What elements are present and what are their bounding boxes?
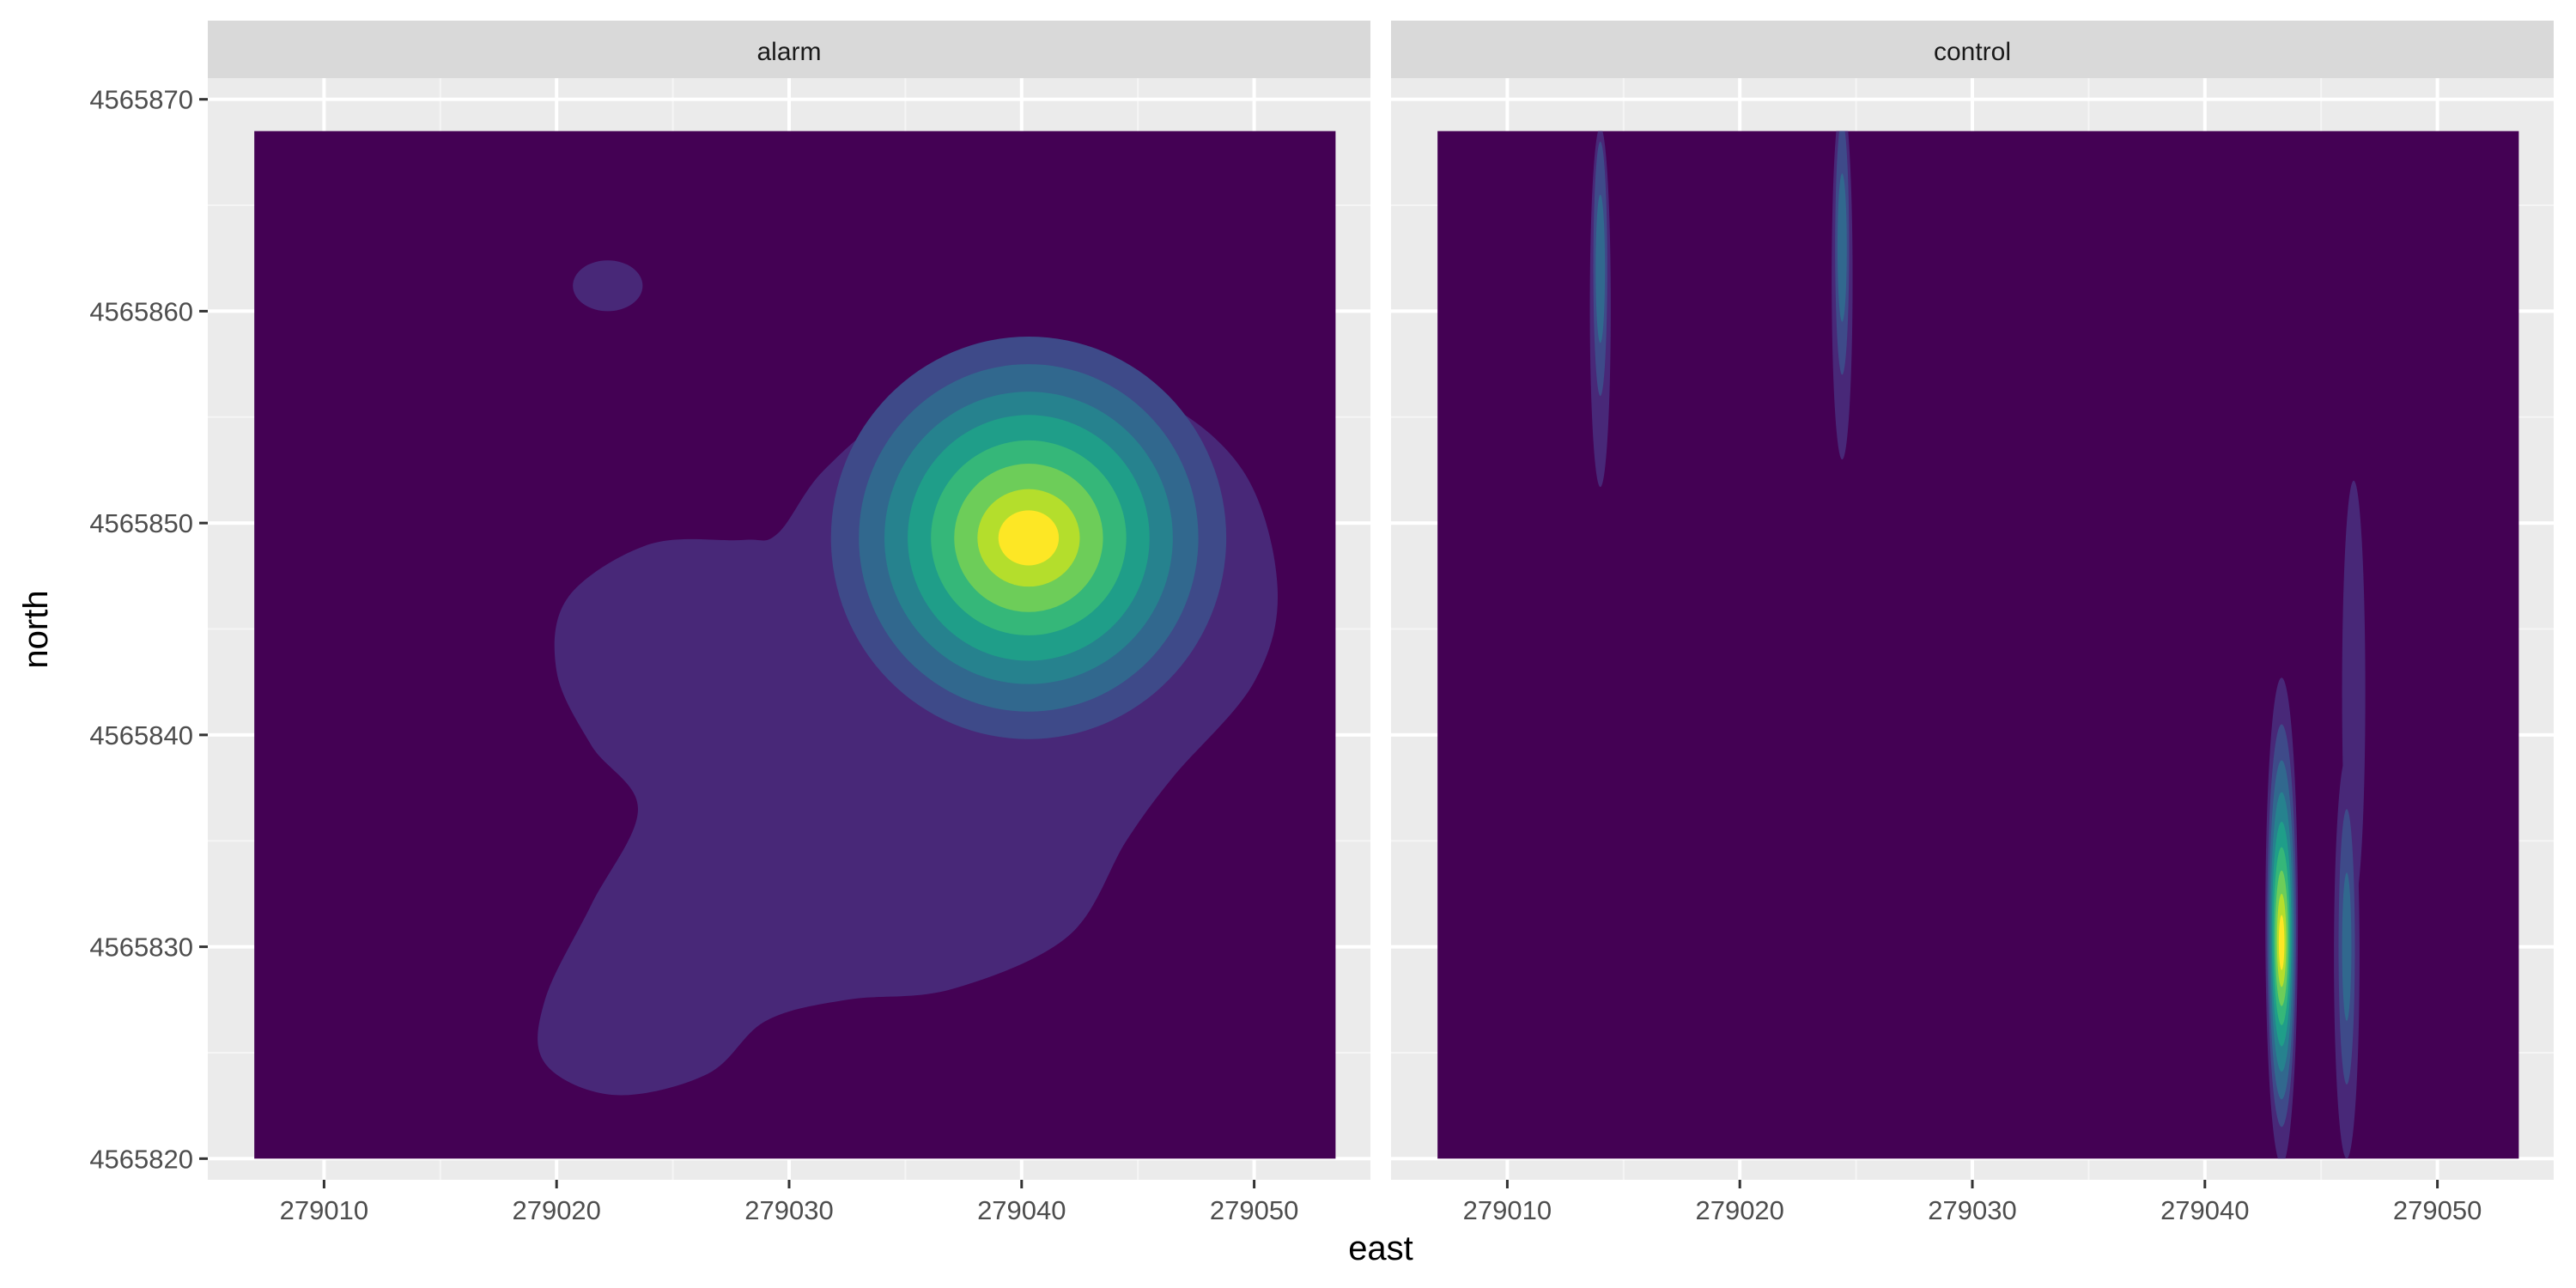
facet-strip-control — [1391, 21, 2554, 78]
facet-alarm: alarm — [208, 21, 1370, 1180]
y-tick-label: 4565850 — [89, 508, 193, 538]
x-tick-label: 279030 — [1928, 1195, 2016, 1225]
y-tick-label: 4565840 — [89, 720, 193, 750]
y-tick-label: 4565870 — [89, 85, 193, 115]
density-band-level-9 — [998, 510, 1060, 566]
y-axis-title: north — [17, 590, 55, 668]
x-axis-title: east — [1348, 1230, 1413, 1267]
x-tick-label: 279050 — [2393, 1195, 2482, 1225]
facet-strip-alarm — [208, 21, 1370, 78]
x-tick-label: 279010 — [280, 1195, 368, 1225]
density-layer-alarm — [254, 131, 1336, 1159]
x-tick-label: 279030 — [744, 1195, 833, 1225]
density-band-level-1 — [573, 260, 643, 312]
density-bands-control — [1589, 131, 2366, 1159]
y-tick-label: 4565830 — [89, 933, 193, 963]
facet-label-control: control — [1934, 38, 2011, 66]
y-axis: 4565820 4565830 4565840 4565850 4565860 45658… — [89, 85, 208, 1174]
density-band-level-9 — [2278, 914, 2285, 970]
y-tick-label: 4565860 — [89, 296, 193, 326]
x-axis-alarm: 279010 279020 279030 279040 279050 — [280, 1180, 1298, 1225]
density-bands-alarm — [538, 260, 1279, 1096]
x-axis-control: 279010 279020 279030 279040 279050 — [1463, 1180, 2482, 1225]
density-layer-control — [1437, 131, 2519, 1159]
x-tick-label: 279050 — [1210, 1195, 1298, 1225]
x-tick-label: 279040 — [977, 1195, 1066, 1225]
x-tick-label: 279010 — [1463, 1195, 1552, 1225]
density-band-level-3 — [1595, 194, 1606, 343]
y-tick-label: 4565820 — [89, 1144, 193, 1174]
x-tick-label: 279020 — [1695, 1195, 1783, 1225]
facet-control: control — [1391, 21, 2554, 1180]
density-band-level-3 — [2342, 872, 2352, 1021]
facet-label-alarm: alarm — [756, 38, 821, 66]
density-band-level-3 — [1837, 173, 1847, 322]
x-tick-label: 279040 — [2160, 1195, 2249, 1225]
x-tick-label: 279020 — [512, 1195, 600, 1225]
